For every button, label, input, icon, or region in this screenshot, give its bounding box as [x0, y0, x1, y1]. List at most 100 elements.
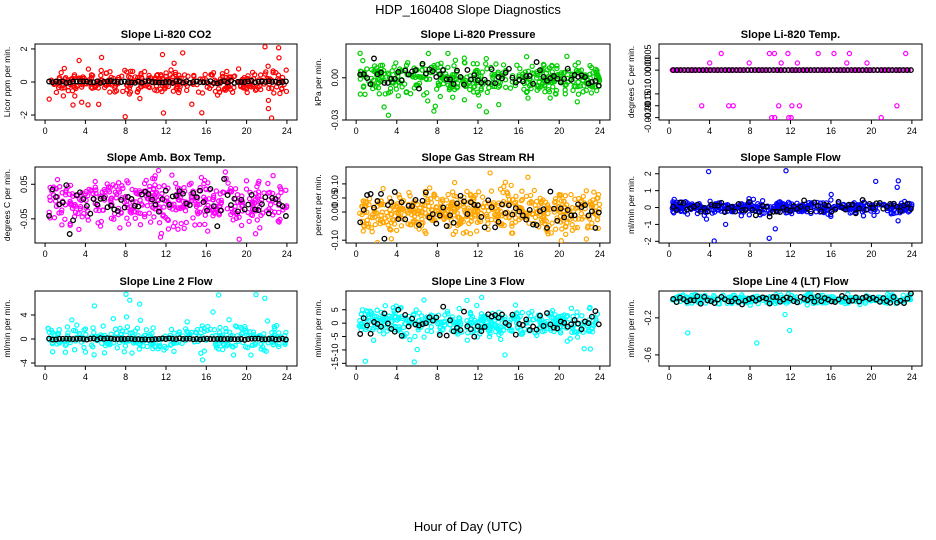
data-point	[147, 331, 153, 338]
data-point	[529, 308, 535, 315]
reference-point	[135, 203, 142, 210]
data-point	[590, 197, 596, 203]
data-point	[238, 222, 245, 229]
reference-point	[214, 80, 221, 87]
data-point	[396, 192, 402, 198]
data-point	[537, 195, 544, 201]
reference-point	[83, 202, 90, 209]
reference-point	[447, 212, 454, 219]
data-point	[433, 204, 439, 210]
reference-point	[512, 79, 519, 86]
data-point	[249, 69, 256, 76]
data-point	[562, 192, 569, 199]
reference-point	[186, 202, 193, 209]
reference-point	[364, 75, 371, 81]
data-point	[276, 341, 282, 347]
reference-point	[523, 73, 530, 80]
reference-point	[378, 69, 384, 76]
data-point	[71, 347, 78, 353]
reference-point	[876, 298, 883, 305]
data-point	[814, 199, 820, 206]
reference-point	[166, 335, 173, 342]
reference-point	[464, 66, 471, 73]
data-point	[134, 325, 141, 331]
reference-point	[262, 78, 269, 85]
data-point	[512, 302, 519, 308]
data-point	[244, 89, 250, 96]
data-point	[119, 182, 125, 189]
reference-point	[180, 190, 186, 197]
reference-point	[70, 336, 77, 343]
data-point	[196, 221, 203, 228]
reference-point	[111, 336, 118, 343]
data-point	[387, 226, 393, 233]
data-point	[404, 208, 411, 214]
data-point	[570, 87, 576, 94]
reference-point	[66, 335, 73, 342]
reference-point	[80, 78, 87, 85]
reference-point	[381, 310, 388, 317]
reference-point	[412, 321, 419, 328]
data-point	[739, 294, 746, 300]
y-tick-label: -15	[330, 357, 340, 370]
reference-point	[276, 79, 283, 86]
data-point	[461, 79, 467, 85]
data-point	[455, 214, 462, 221]
reference-point	[101, 335, 107, 342]
data-point	[403, 330, 410, 337]
reference-point	[907, 205, 914, 212]
data-point	[544, 67, 551, 73]
data-point	[575, 216, 582, 222]
data-point	[283, 187, 289, 193]
reference-point	[733, 67, 740, 74]
data-point	[589, 224, 595, 230]
x-axis-label: Hour of Day (UTC)	[414, 519, 522, 534]
data-point	[396, 207, 402, 214]
data-point	[766, 235, 772, 241]
data-point	[563, 313, 570, 320]
data-point	[189, 101, 195, 107]
data-point	[67, 198, 73, 205]
data-point	[141, 68, 148, 75]
reference-point	[440, 204, 447, 211]
data-point	[210, 309, 216, 315]
data-point	[170, 223, 177, 230]
data-point	[491, 71, 498, 78]
data-point	[445, 191, 451, 198]
data-point	[895, 178, 902, 184]
reference-point	[516, 208, 523, 215]
reference-point	[118, 196, 125, 203]
data-point	[199, 110, 205, 116]
data-point	[464, 337, 470, 343]
data-point	[257, 225, 263, 231]
data-point	[257, 72, 264, 78]
data-point	[424, 328, 431, 334]
data-point	[371, 313, 378, 319]
data-point	[183, 87, 190, 94]
data-point	[230, 217, 236, 223]
data-point	[120, 88, 126, 95]
data-point	[451, 63, 457, 69]
reference-point	[180, 79, 186, 86]
data-point	[111, 216, 117, 222]
data-point	[534, 209, 540, 215]
reference-point	[200, 199, 207, 206]
data-point	[554, 63, 560, 69]
data-point	[553, 198, 559, 205]
data-point	[685, 330, 691, 336]
reference-point	[378, 190, 384, 197]
reference-point	[142, 336, 149, 343]
reference-point	[265, 78, 272, 85]
data-point	[137, 317, 144, 323]
data-point	[268, 115, 275, 120]
reference-point	[245, 201, 252, 208]
reference-point	[49, 336, 56, 343]
data-point	[172, 180, 179, 187]
reference-point	[492, 224, 499, 231]
reference-point	[704, 297, 711, 304]
data-point	[707, 198, 713, 204]
reference-point	[73, 78, 80, 85]
reference-point	[595, 209, 602, 216]
data-point	[403, 62, 410, 68]
x-tick-label: 20	[866, 372, 876, 382]
